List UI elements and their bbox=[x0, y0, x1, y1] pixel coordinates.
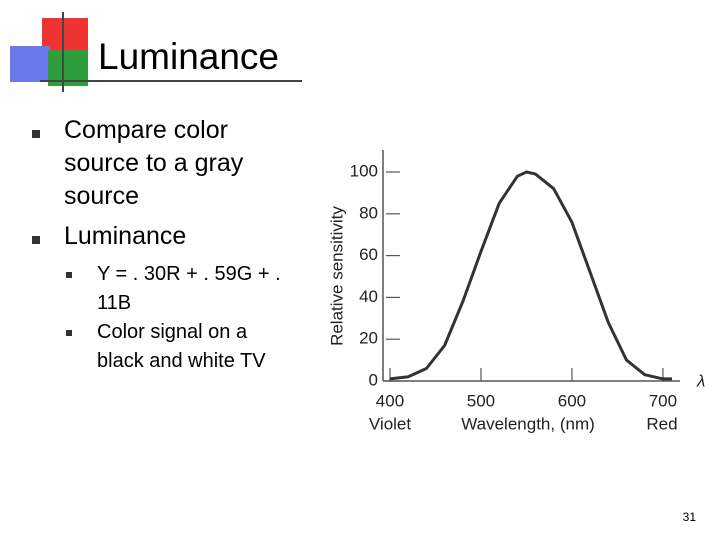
x-tick-label: 500 bbox=[467, 391, 495, 410]
bullet-text: Compare color source to a gray source bbox=[64, 116, 244, 210]
title-rule-h bbox=[40, 80, 302, 82]
x-tick-label: 400 bbox=[376, 391, 404, 410]
bullet-marker bbox=[32, 236, 40, 244]
y-tick-label: 0 bbox=[369, 370, 378, 389]
y-tick-label: 60 bbox=[359, 245, 378, 264]
y-tick-label: 40 bbox=[359, 287, 378, 306]
sub-bullet-text: Color signal on a black and white TV bbox=[97, 321, 266, 372]
y-tick-label: 100 bbox=[350, 161, 378, 180]
logo-blue bbox=[10, 46, 50, 82]
x-left-label: Violet bbox=[369, 414, 411, 433]
y-axis-label: Relative sensitivity bbox=[327, 206, 346, 346]
y-tick-label: 20 bbox=[359, 329, 378, 348]
x-axis-label: Wavelength, (nm) bbox=[461, 414, 595, 433]
slide-title: Luminance bbox=[98, 36, 280, 77]
sub-bullet-marker bbox=[66, 272, 72, 278]
x-tick-label: 700 bbox=[649, 391, 677, 410]
logo-red bbox=[42, 18, 88, 50]
x-symbol: λ bbox=[696, 371, 705, 390]
title-rule-v bbox=[62, 12, 64, 92]
x-right-label: Red bbox=[646, 414, 677, 433]
bullet-text: Luminance bbox=[64, 222, 187, 250]
sub-bullet-marker bbox=[66, 330, 72, 336]
bullet-marker bbox=[32, 130, 40, 138]
y-tick-label: 80 bbox=[359, 203, 378, 222]
sub-bullet-text: Y = . 30R + . 59G + . 11B bbox=[97, 263, 281, 314]
page-number: 31 bbox=[682, 510, 696, 524]
sensitivity-curve bbox=[389, 170, 672, 381]
x-tick-label: 600 bbox=[558, 391, 586, 410]
